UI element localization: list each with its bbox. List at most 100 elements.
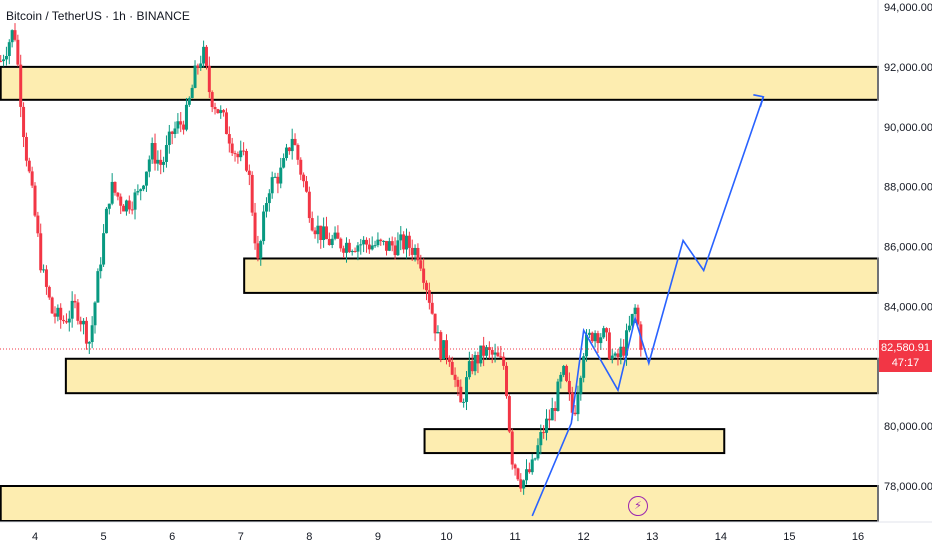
candle-body-123 (350, 250, 354, 253)
candle-body-175 (499, 356, 503, 358)
candle-body-55 (156, 159, 160, 164)
candle-body-81 (230, 143, 234, 154)
candle-body-103 (293, 138, 297, 145)
candle-body-46 (130, 209, 134, 211)
candle-body-155 (442, 340, 446, 360)
candle-body-134 (382, 240, 386, 242)
candle-body-185 (527, 469, 531, 473)
x-tick-label-7: 11 (509, 531, 520, 543)
candle-body-152 (433, 313, 437, 334)
candle-body-59 (167, 131, 171, 146)
candle-body-191 (545, 418, 549, 433)
candle-body-145 (413, 247, 417, 255)
candle-body-170 (485, 347, 489, 356)
candle-body-206 (587, 332, 591, 335)
candle-body-20 (56, 307, 60, 317)
candle-body-139 (396, 240, 400, 256)
candle-body-186 (530, 459, 534, 473)
candle-body-99 (282, 158, 286, 168)
candle-body-120 (342, 248, 346, 253)
x-tick-label-2: 6 (169, 531, 175, 543)
x-tick-label-10: 14 (715, 531, 727, 543)
candle-body-11 (30, 171, 34, 186)
candle-body-174 (496, 352, 500, 357)
candle-body-222 (633, 307, 637, 315)
candle-body-91 (259, 241, 263, 259)
candle-body-112 (319, 225, 323, 241)
candle-body-202 (576, 394, 580, 415)
candle-body-56 (159, 159, 163, 165)
candle-body-40 (113, 181, 117, 193)
candle-body-100 (284, 147, 288, 159)
candle-body-85 (242, 150, 246, 152)
candle-body-8 (22, 106, 26, 138)
projection-layer (531, 94, 765, 517)
candle-body-129 (367, 244, 371, 250)
candle-countdown: 47:17 (891, 357, 920, 369)
x-tick-label-8: 12 (578, 531, 590, 543)
candle-body-82 (233, 153, 237, 155)
candle-body-115 (327, 239, 331, 245)
projection-line (531, 96, 765, 517)
candle-body-3 (7, 42, 11, 56)
candle-body-69 (196, 65, 200, 68)
y-tick-label-3: 88,000.00 (884, 182, 932, 194)
candle-body-214 (610, 355, 614, 359)
y-tick-label-4: 86,000.00 (884, 242, 932, 254)
candle-body-215 (613, 353, 617, 356)
candle-body-122 (347, 242, 351, 253)
candle-body-2 (4, 55, 8, 60)
candle-body-6 (16, 39, 20, 65)
candle-body-114 (324, 226, 328, 240)
candle-body-218 (622, 346, 626, 356)
candle-body-147 (419, 260, 423, 269)
candle-body-49 (139, 189, 143, 192)
candle-body-104 (296, 144, 300, 160)
candle-body-95 (270, 177, 274, 194)
candle-body-29 (82, 320, 86, 325)
candle-body-108 (307, 191, 311, 219)
candle-body-166 (473, 355, 477, 372)
candle-body-188 (536, 445, 540, 459)
candle-body-149 (424, 282, 428, 291)
candle-body-194 (553, 408, 557, 411)
candle-body-151 (430, 302, 434, 314)
candle-body-190 (542, 432, 546, 434)
candle-body-210 (599, 337, 603, 344)
candle-body-9 (24, 137, 28, 161)
candle-body-24 (67, 318, 71, 323)
zone-4 (0, 485, 880, 522)
x-tick-label-9: 13 (646, 531, 658, 543)
candle-body-131 (373, 245, 377, 247)
candle-body-193 (550, 408, 554, 421)
candle-body-17 (47, 286, 51, 298)
candle-body-117 (333, 232, 337, 239)
candle-body-4 (10, 30, 14, 43)
candle-body-180 (513, 464, 517, 469)
lightning-icon[interactable]: ⚡ (628, 496, 648, 516)
candle-body-26 (73, 300, 77, 303)
current-price-badge: 82,580.91 47:17 (879, 340, 932, 372)
candle-body-140 (399, 234, 403, 241)
candle-body-212 (605, 328, 609, 333)
candle-body-73 (207, 65, 211, 93)
candle-body-133 (379, 239, 383, 242)
x-tick-label-12: 16 (852, 531, 864, 543)
candle-body-109 (310, 218, 314, 231)
candle-body-159 (453, 374, 457, 380)
y-tick-label-2: 90,000.00 (884, 122, 932, 134)
candle-body-128 (364, 239, 368, 245)
candle-body-118 (336, 232, 340, 239)
candle-body-28 (79, 320, 83, 325)
projection-arrowhead (753, 94, 765, 108)
candle-body-207 (590, 332, 594, 342)
x-tick-label-0: 4 (32, 531, 38, 543)
candle-body-50 (142, 185, 146, 190)
candle-body-30 (84, 320, 88, 344)
candle-body-36 (102, 233, 106, 265)
candle-body-102 (290, 138, 294, 152)
candle-body-21 (59, 307, 63, 320)
candle-body-96 (273, 176, 277, 178)
candle-body-150 (427, 290, 431, 303)
